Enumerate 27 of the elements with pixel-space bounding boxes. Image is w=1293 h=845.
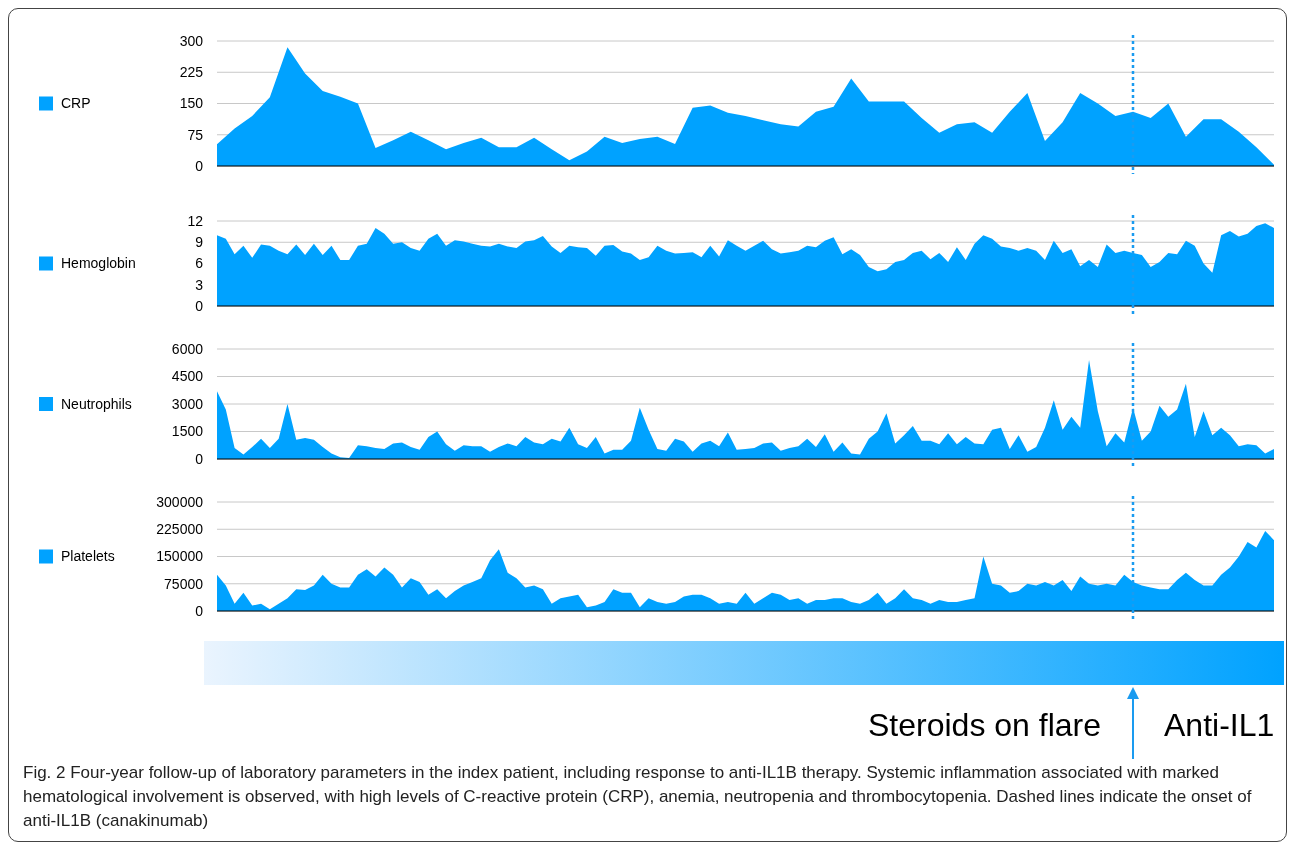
y-tick-label: 3 — [195, 276, 204, 293]
y-tick-label: 0 — [195, 450, 204, 467]
y-tick-label: 6000 — [171, 340, 204, 357]
y-tick-label: 225 — [179, 64, 204, 81]
text: Anti-IL1 — [1164, 707, 1275, 743]
y-tick-label: 75000 — [164, 575, 204, 592]
y-tick-label: 300 — [179, 32, 204, 49]
text: Steroids on flare — [867, 707, 1101, 743]
y-tick-label: 0 — [195, 602, 204, 619]
legend-label: Hemoglobin — [61, 255, 136, 272]
y-tick-label: 300000 — [156, 493, 204, 510]
y-tick-label: 75 — [187, 126, 204, 143]
y-tick-label: 4500 — [171, 368, 204, 385]
y-tick-label: 6 — [195, 255, 204, 272]
y-tick-label: 0 — [195, 297, 204, 314]
y-tick-label: 1500 — [171, 423, 204, 440]
legend-label: Neutrophils — [61, 395, 132, 412]
y-tick-label: 9 — [195, 234, 204, 251]
y-tick-label: 150 — [179, 95, 204, 112]
legend-label: Platelets — [61, 548, 115, 565]
y-tick-label: 225000 — [156, 521, 204, 538]
y-tick-label: 150000 — [156, 548, 204, 565]
y-tick-label: 0 — [195, 157, 204, 174]
y-tick-label: 3000 — [171, 395, 204, 412]
caption: Fig. 2 Four-year follow-up of laboratory parameters in the index patient, including response to anti-IL1B therapy. Systemic inflammation associated with marked hematological involvement is observed, with high levels of C-reactive protein (CRP), anemia, neutropenia and thrombocytopenia. Dashed lines indicate the onset of anti-IL1B (canakinumab) — [22, 762, 1253, 832]
legend-label: CRP — [61, 95, 91, 112]
y-tick-label: 12 — [187, 212, 204, 229]
